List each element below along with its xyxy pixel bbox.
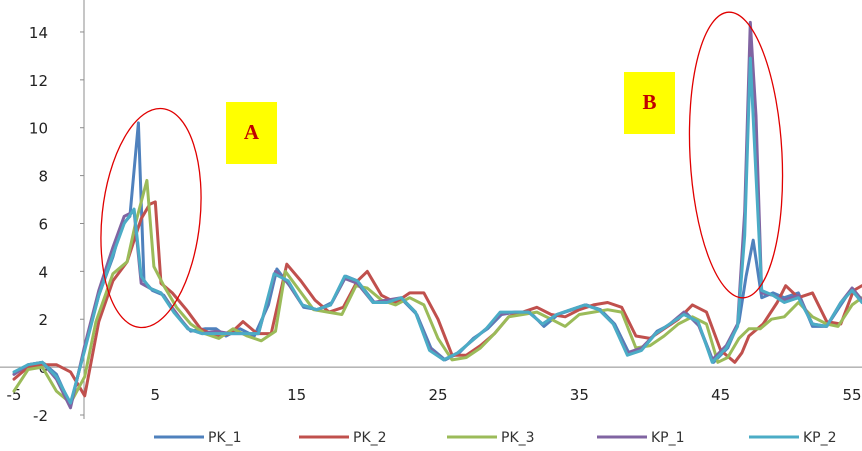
chart-legend: PK_1 PK_2 PK_3 KP_1 KP_2 (154, 430, 837, 446)
x-tick-label: 15 (287, 386, 306, 404)
series-lines (12, 20, 862, 410)
y-tick-label: -2 (33, 407, 48, 425)
y-tick-label: 4 (38, 263, 48, 281)
y-tick-label: 14 (29, 24, 48, 42)
y-tick-label: 12 (29, 72, 48, 90)
y-tick-label: 8 (38, 168, 48, 186)
x-tick-label: 25 (428, 386, 447, 404)
legend-label: KP_1 (651, 430, 685, 446)
x-tick-label: 35 (570, 386, 589, 404)
annotation-b-background (624, 72, 675, 134)
series-line-pk-3 (12, 178, 862, 405)
highlight-ellipses (100, 11, 784, 329)
annotation-a-background (226, 102, 277, 164)
annotation-b-label: B (642, 90, 656, 114)
y-tick-label: 10 (29, 120, 48, 138)
highlight-ellipse-b (688, 11, 784, 299)
x-tick-label: 45 (711, 386, 730, 404)
y-tick-label: 6 (38, 215, 48, 233)
y-tick-label: 2 (38, 311, 48, 329)
legend-label: KP_2 (803, 430, 837, 446)
x-tick-label: -5 (7, 386, 22, 404)
series-line-kp-2 (12, 56, 862, 405)
legend-label: PK_1 (208, 430, 242, 446)
annotation-box-b: B (624, 72, 675, 134)
x-tick-label: 5 (151, 386, 161, 404)
annotation-box-a: A (226, 102, 277, 164)
annotation-a-label: A (244, 120, 260, 144)
legend-label: PK_2 (353, 430, 387, 446)
x-tick-label: 55 (842, 386, 861, 404)
legend-label: PK_3 (501, 430, 535, 446)
series-line-pk-2 (12, 200, 862, 398)
highlight-ellipse-a (100, 107, 202, 329)
